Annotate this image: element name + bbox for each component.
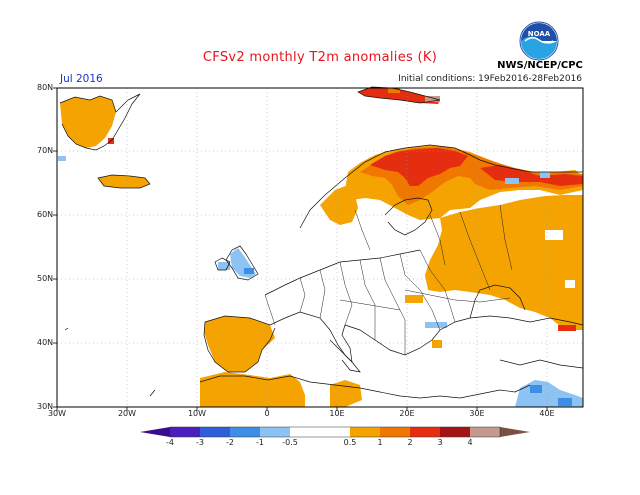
lon-label: 0 <box>264 409 270 418</box>
lon-label: 30E <box>469 409 485 418</box>
lat-label: 60N <box>37 210 54 219</box>
colorbar-swatch <box>410 427 440 437</box>
initial-conditions-label: Initial conditions: 19Feb2016-28Feb2016 <box>398 74 582 84</box>
colorbar-label: 2 <box>407 438 413 447</box>
colorbar-swatch <box>320 427 350 437</box>
colorbar-label: 3 <box>437 438 443 447</box>
noaa-logo-icon: NOAA <box>519 21 559 61</box>
colorbar-swatch <box>260 427 290 437</box>
colorbar-label: -0.5 <box>282 438 298 447</box>
lon-label: 20E <box>399 409 415 418</box>
colorbar-swatch <box>380 427 410 437</box>
colorbar <box>140 426 530 438</box>
lat-label: 70N <box>37 146 54 155</box>
colorbar-label: -1 <box>256 438 264 447</box>
colorbar-label: 1 <box>377 438 383 447</box>
lat-label: 80N <box>37 83 54 92</box>
anomaly-shading <box>58 87 583 407</box>
agency-label: NWS/NCEP/CPC <box>497 60 583 71</box>
colorbar-swatch <box>200 427 230 437</box>
colorbar-swatch <box>440 427 470 437</box>
forecast-month-label: Jul 2016 <box>60 73 103 85</box>
colorbar-swatch <box>290 427 320 437</box>
lon-label: 20W <box>117 409 137 418</box>
map-frame <box>53 87 584 411</box>
colorbar-label: -2 <box>226 438 234 447</box>
colorbar-swatch <box>170 427 200 437</box>
lon-label: 10E <box>329 409 345 418</box>
country-borders <box>264 204 513 355</box>
lat-label: 40N <box>37 338 54 347</box>
colorbar-swatch <box>350 427 380 437</box>
colorbar-swatch <box>470 427 500 437</box>
colorbar-label: 0.5 <box>343 438 357 447</box>
colorbar-right-end <box>500 427 530 437</box>
colorbar-label: -4 <box>166 438 174 447</box>
colorbar-label: 4 <box>467 438 473 447</box>
lat-label: 50N <box>37 274 54 283</box>
colorbar-swatch <box>230 427 260 437</box>
colorbar-label: -3 <box>196 438 204 447</box>
noaa-logo-text: NOAA <box>528 30 551 38</box>
colorbar-left-end <box>140 427 170 437</box>
lat-label: 30N <box>37 402 54 411</box>
chart-title: CFSv2 monthly T2m anomalies (K) <box>202 50 438 65</box>
lon-label: 30W <box>47 409 67 418</box>
lon-label: 10W <box>187 409 207 418</box>
lon-label: 40E <box>539 409 555 418</box>
coastlines <box>59 86 584 399</box>
